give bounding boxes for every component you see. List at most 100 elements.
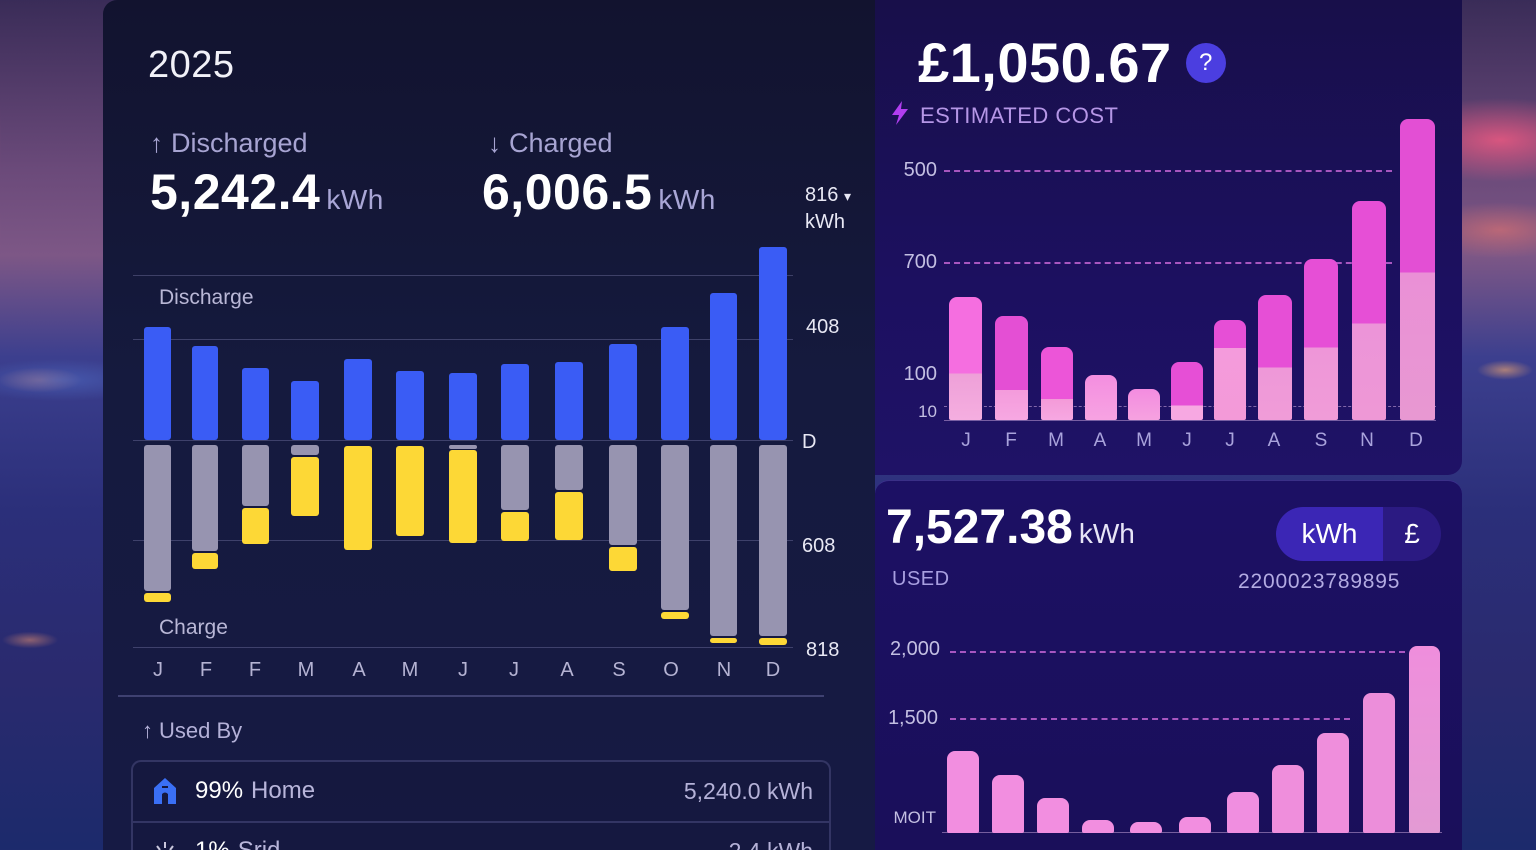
charged-unit: kWh [658,184,716,215]
bar-charge-solar-feb[interactable] [192,553,218,569]
bar-charge-solar-apr[interactable] [344,446,372,550]
usage-bar-jan[interactable] [947,751,979,833]
bar-charge-grid-feb2[interactable] [242,445,269,506]
bar-charge-grid-sep[interactable] [609,445,637,545]
usage-bar-feb[interactable] [992,775,1024,833]
arrow-up-icon: ↑ [150,128,163,158]
bar-discharge-apr[interactable] [344,359,372,440]
battery-summary-panel [103,0,875,850]
usage-bar-apr[interactable] [1082,820,1114,833]
bar-charge-grid-oct[interactable] [661,445,689,610]
cost-header: £1,050.67 ? [918,30,1226,95]
bar-charge-solar-mar[interactable] [291,457,319,516]
month-label: M [1136,430,1152,451]
cost-bar-jan[interactable] [949,297,982,420]
unit-toggle[interactable]: kWh £ [1276,507,1441,561]
cost-tick: 10 [918,402,937,421]
bar-discharge-jun[interactable] [449,373,477,440]
usage-bar-nov[interactable] [1363,693,1395,833]
bar-charge-solar-dec[interactable] [759,638,787,645]
gridline [133,275,793,276]
bar-discharge-oct[interactable] [661,327,689,440]
bar-charge-solar-jun[interactable] [449,450,477,543]
bar-charge-solar-jan[interactable] [144,593,171,602]
cost-bar-mar[interactable] [1041,347,1073,420]
usage-bar-may[interactable] [1130,822,1162,833]
help-button[interactable]: ? [1185,42,1226,83]
month-label: J [1225,430,1235,451]
chevron-down-icon[interactable]: ▾ [843,188,851,204]
cost-tick: 700 [903,251,937,273]
bar-charge-grid-jun[interactable] [449,445,477,449]
year-title[interactable]: 2025 [148,44,235,86]
bar-charge-grid-aug[interactable] [555,445,583,490]
bar-charge-solar-oct[interactable] [661,612,689,619]
bar-discharge-nov[interactable] [710,293,737,440]
toggle-gbp[interactable]: £ [1404,518,1420,549]
bar-discharge-dec[interactable] [759,247,787,440]
cost-bar-may[interactable] [1128,389,1160,420]
bar-discharge-aug[interactable] [555,362,583,440]
cost-bar-apr[interactable] [1085,375,1117,420]
gridline-baseline [133,440,793,441]
bar-charge-solar-may[interactable] [396,446,424,536]
month-label: F [1005,430,1017,451]
month-label: M [1048,430,1064,451]
bar-charge-solar-sep[interactable] [609,547,637,571]
usage-bar-dec[interactable] [1409,646,1440,833]
meter-id: 2200023789895 [1238,570,1401,593]
month-label: J [509,659,519,681]
used-total: 7,527.38 kWh [886,500,1135,555]
cost-tick: 100 [903,363,937,385]
toggle-kwh[interactable]: kWh [1276,507,1383,561]
cost-bar-dec[interactable] [1400,119,1435,420]
month-label: S [1314,430,1328,451]
bar-charge-grid-jan[interactable] [144,445,171,591]
discharged-value: 5,242.4 [150,164,321,220]
cost-bar-feb[interactable] [995,316,1028,420]
home-icon [151,776,179,806]
list-item-home[interactable]: 99% Home 5,240.0 kWh [133,762,829,820]
usage-bar-aug[interactable] [1272,765,1304,833]
month-label: D [765,659,781,681]
bar-charge-solar-feb2[interactable] [242,508,269,544]
bar-charge-grid-nov[interactable] [710,445,737,636]
cost-bar-jun[interactable] [1171,362,1203,420]
bar-discharge-sep[interactable] [609,344,637,440]
bar-discharge-may[interactable] [396,371,424,440]
bar-discharge-jul[interactable] [501,364,529,440]
usage-bar-jun[interactable] [1179,817,1211,833]
usage-bar-sep[interactable] [1317,733,1349,833]
estimated-cost-label-row: ESTIMATED COST [890,100,1119,132]
bar-discharge-feb2[interactable] [242,368,269,440]
cost-bar-sep[interactable] [1304,259,1338,420]
cost-bar-nov[interactable] [1352,201,1386,420]
month-label: M [297,659,315,681]
gridline [944,262,1392,264]
cost-bar-aug[interactable] [1258,295,1292,420]
bar-charge-grid-feb[interactable] [192,445,218,551]
usage-bar-mar[interactable] [1037,798,1069,833]
axis-tick-d: D [802,431,817,453]
usage-percent: 1% [195,837,230,850]
bar-discharge-mar[interactable] [291,381,319,440]
usage-value: 2.4 kWh [729,838,813,850]
axis-top-unit: kWh [805,211,845,233]
used-unit: kWh [1078,518,1135,549]
bar-discharge-feb[interactable] [192,346,218,440]
bar-charge-grid-dec[interactable] [759,445,787,636]
usage-bar-jul[interactable] [1227,792,1259,833]
bar-discharge-jan[interactable] [144,327,171,440]
bar-charge-solar-aug[interactable] [555,492,583,540]
bar-charge-solar-nov[interactable] [710,638,737,643]
cost-bar-jul[interactable] [1214,320,1246,420]
bar-charge-grid-mar[interactable] [291,445,319,455]
month-label: M [401,659,419,681]
usage-name: Srid [238,837,281,850]
used-by-header: ↑ Used By [142,718,242,744]
bar-charge-solar-jul[interactable] [501,512,529,541]
list-item-grid[interactable]: 1% Srid 2.4 kWh [133,821,829,850]
bar-charge-grid-jul[interactable] [501,445,529,510]
charged-label: Charged [509,128,613,158]
month-label: O [663,659,679,681]
